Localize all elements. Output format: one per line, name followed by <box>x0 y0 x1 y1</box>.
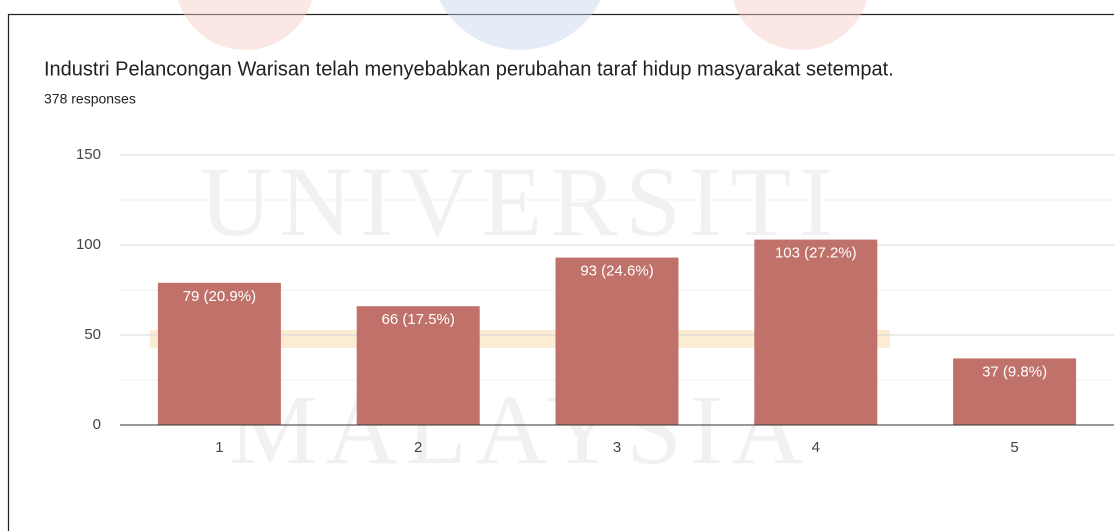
bar <box>953 358 1077 425</box>
chart-title: Industri Pelancongan Warisan telah menye… <box>44 58 894 80</box>
chart-subtitle: 378 responses <box>44 91 136 107</box>
logo-shape <box>177 0 313 50</box>
watermark: UNIVERSITI <box>199 146 840 257</box>
y-tick-label: 50 <box>84 326 101 343</box>
data-label: 79 (20.9%) <box>183 288 256 305</box>
bar <box>754 239 878 425</box>
data-label: 93 (24.6%) <box>580 263 653 280</box>
x-tick-label: 3 <box>613 439 621 456</box>
bar <box>555 257 679 425</box>
watermark: MALAYSIA <box>229 374 812 485</box>
data-label: 66 (17.5%) <box>382 311 455 328</box>
x-tick-label: 4 <box>812 439 820 456</box>
x-tick-label: 1 <box>215 439 223 456</box>
bar <box>356 306 480 425</box>
logo-shape <box>439 0 601 50</box>
y-tick-label: 0 <box>93 416 101 433</box>
x-tick-label: 5 <box>1010 439 1018 456</box>
data-label: 37 (9.8%) <box>982 363 1047 380</box>
y-tick-label: 150 <box>76 146 101 163</box>
y-tick-label: 100 <box>76 236 101 253</box>
bar <box>157 282 281 425</box>
data-label: 103 (27.2%) <box>775 245 857 262</box>
x-tick-label: 2 <box>414 439 422 456</box>
logo-shape <box>732 0 868 50</box>
